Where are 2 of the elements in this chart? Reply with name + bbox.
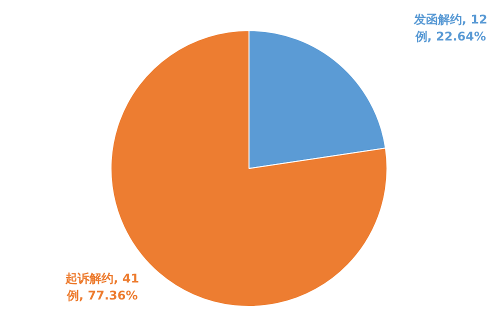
- slice-label: 发函解约, 12例, 22.64%: [412, 12, 488, 44]
- slice-label: 起诉解约, 41例, 77.36%: [64, 272, 140, 303]
